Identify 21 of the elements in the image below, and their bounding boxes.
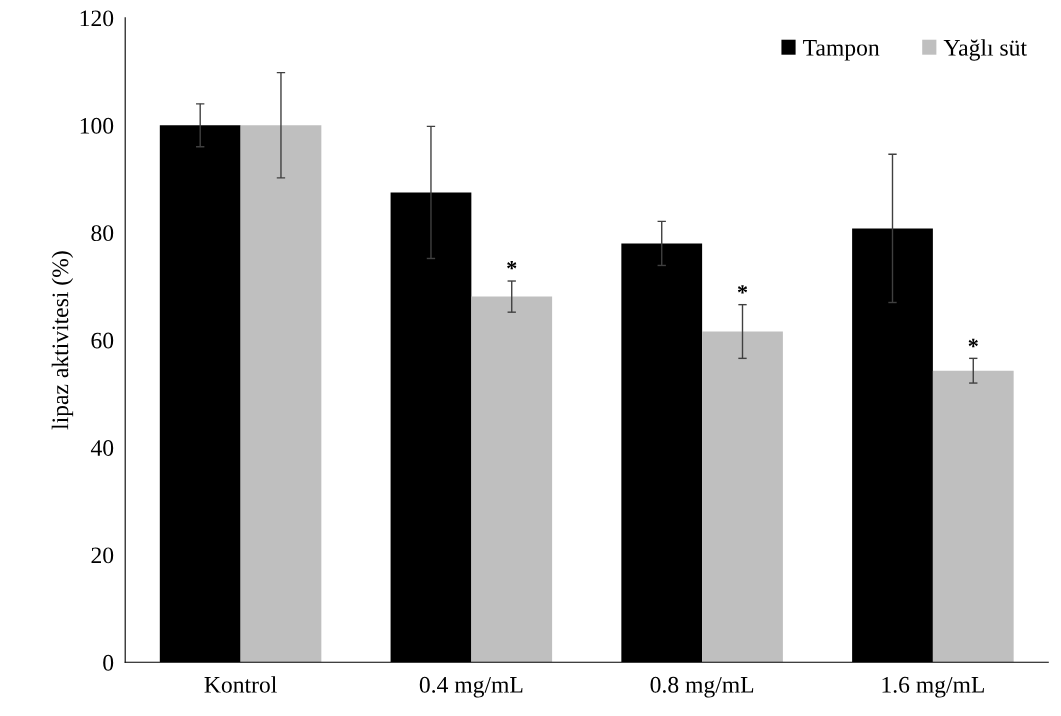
x-tick-label: 1.6 mg/mL xyxy=(882,676,984,698)
y-tick-label: 80 xyxy=(91,225,114,242)
bar xyxy=(240,125,322,663)
y-tick-label: 60 xyxy=(91,332,114,349)
annotation: * xyxy=(737,285,748,294)
y-axis-title: lipaz aktivitesi (%) xyxy=(51,251,74,430)
y-tick-label: 120 xyxy=(80,10,114,27)
legend-label: Tampon xyxy=(803,40,880,61)
bar xyxy=(932,370,1014,663)
bar xyxy=(471,296,553,663)
legend-label: Yağlı süt xyxy=(943,39,1027,61)
annotation: * xyxy=(507,260,517,270)
bar xyxy=(702,331,783,663)
y-tick-label: 0 xyxy=(103,654,114,671)
x-tick-label: 0.4 mg/mL xyxy=(419,676,523,698)
x-tick-label: Kontrol xyxy=(204,676,277,693)
y-tick-label: 40 xyxy=(90,439,114,456)
annotation: * xyxy=(968,338,978,348)
y-tick-label: 100 xyxy=(80,117,114,134)
x-tick-label: 0.8 mg/mL xyxy=(650,676,754,698)
y-tick-label: 20 xyxy=(91,547,114,564)
